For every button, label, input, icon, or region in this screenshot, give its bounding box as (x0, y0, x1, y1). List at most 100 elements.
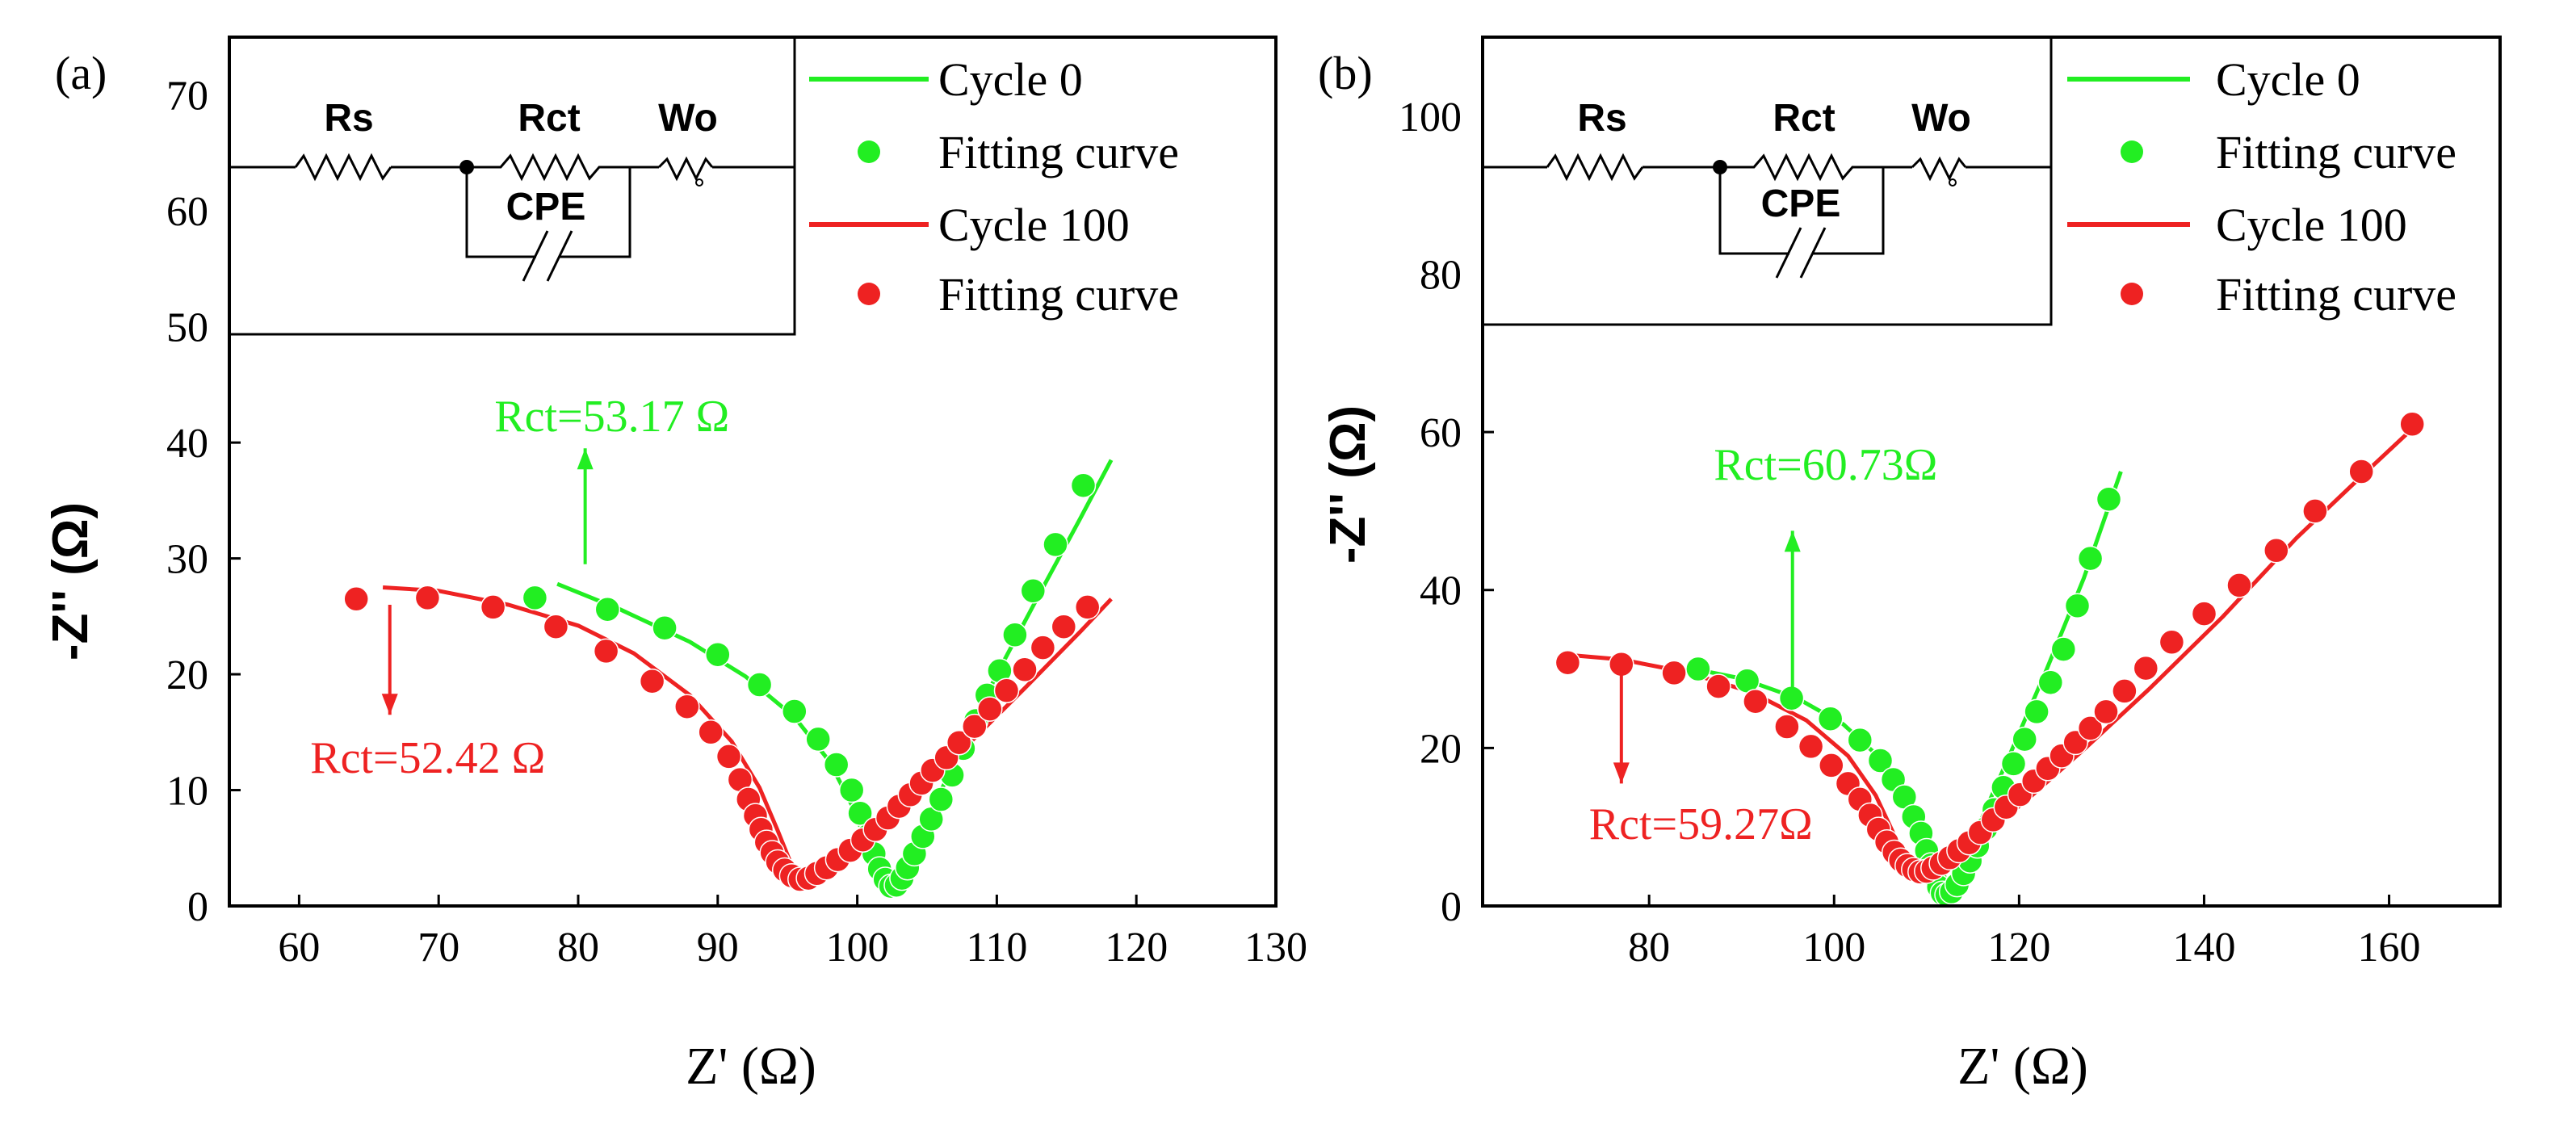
legend-marker-cycle100 (858, 283, 880, 305)
data-point-cycle100 (2191, 601, 2217, 627)
y-axis-title: -Z'' (Ω) (43, 502, 99, 660)
panel-a: (a) -Z'' (Ω) Z' (Ω) 60 70 80 90 100 110 120 130… (43, 36, 1307, 1096)
series-line-cycle100 (382, 585, 1113, 879)
data-point-cycle100 (946, 729, 972, 756)
data-point-cycle0 (805, 726, 831, 753)
rct-resistor (467, 153, 630, 182)
data-point-cycle100 (2159, 629, 2185, 656)
data-point-cycle100 (414, 585, 441, 611)
data-point-cycle0 (1020, 578, 1047, 604)
annotation-label: Rct=52.42 Ω (310, 733, 545, 783)
x-tick-label: 100 (1802, 925, 1865, 971)
data-point-cycle0 (847, 800, 873, 826)
x-axis-title: Z' (Ω) (1957, 1037, 2088, 1096)
legend-marker-cycle100 (2121, 283, 2143, 305)
data-point-cycle0 (2050, 636, 2077, 662)
data-point-cycle100 (593, 638, 619, 665)
data-point-cycle100 (993, 677, 1020, 703)
data-point-cycle100 (1819, 753, 1844, 778)
legend-label: Fitting curve (2216, 268, 2456, 321)
legend-label: Cycle 100 (2216, 199, 2407, 251)
y-tick-label: 40 (1420, 568, 1462, 614)
data-point-cycle100 (2399, 411, 2425, 438)
data-point-cycle100 (1798, 733, 1824, 760)
annotations: Rct=60.73Ω Rct=59.27Ω (1589, 440, 1938, 849)
x-tick-label: 160 (2358, 925, 2421, 971)
x-tick-label: 130 (1244, 925, 1307, 971)
wo-element (1911, 156, 1967, 182)
data-point-cycle100 (480, 594, 506, 620)
annotation-arrow-head (1613, 762, 1630, 784)
annotation-label: Rct=59.27Ω (1589, 799, 1813, 849)
circuit-box (1481, 36, 2053, 326)
rs-label: Rs (324, 97, 373, 140)
data-point-cycle100 (962, 713, 988, 740)
y-tick-label: 60 (166, 189, 208, 235)
data-point-cycle100 (1012, 656, 1038, 683)
x-tick-label: 100 (826, 925, 889, 971)
data-point-cycle100 (2226, 572, 2252, 598)
y-tick-label: 30 (166, 537, 208, 583)
y-tick-label: 40 (166, 421, 208, 467)
data-point-cycle0 (928, 786, 954, 812)
data-point-cycle0 (2037, 669, 2064, 695)
x-tick-label: 90 (697, 925, 739, 971)
cpe-branch (465, 167, 536, 258)
wo-label: Wo (658, 97, 718, 140)
annotation-label: Rct=60.73Ω (1714, 440, 1937, 490)
data-point-cycle100 (2133, 655, 2159, 681)
annotations: Rct=53.17 Ω Rct=52.42 Ω (310, 392, 729, 783)
data-point-cycle0 (782, 698, 808, 724)
legend-label: Fitting curve (2216, 126, 2456, 178)
data-point-cycle100 (674, 694, 700, 719)
rct-label: Rct (1773, 97, 1835, 140)
data-point-cycle0 (594, 596, 621, 623)
data-point-cycle0 (652, 614, 678, 641)
cpe-label: CPE (1761, 182, 1841, 225)
data-point-cycle100 (639, 668, 665, 694)
data-point-cycle0 (2024, 698, 2049, 725)
rct-resistor (1720, 153, 1883, 182)
legend-label: Cycle 100 (938, 199, 1130, 251)
x-tick-label: 140 (2172, 925, 2235, 971)
data-point-cycle0 (705, 641, 731, 668)
panel-label: (b) (1318, 47, 1373, 99)
legend-marker-cycle0 (858, 140, 880, 163)
data-point-cycle0 (2000, 751, 2027, 777)
data-point-cycle0 (1685, 656, 1711, 682)
rct-label: Rct (518, 97, 580, 140)
axis-ticks: 60 70 80 90 100 110 120 130 0 10 20 30 40 50 60 70 (166, 73, 1307, 971)
data-point-cycle100 (1661, 660, 1687, 686)
data-point-cycle0 (1817, 706, 1844, 732)
plot-data (1554, 411, 2425, 908)
wo-element (657, 156, 714, 182)
y-tick-label: 0 (1441, 884, 1462, 930)
data-point-cycle100 (1743, 688, 1768, 715)
legend: Cycle 0 Fitting curve Cycle 100 Fitting … (2067, 53, 2456, 321)
data-point-cycle100 (1030, 635, 1056, 660)
data-point-cycle100 (343, 586, 369, 612)
x-tick-label: 80 (1628, 925, 1670, 971)
data-point-cycle100 (2112, 678, 2138, 704)
data-point-cycle0 (746, 672, 773, 698)
y-tick-label: 10 (166, 769, 208, 815)
data-point-cycle100 (698, 719, 724, 745)
data-point-cycle100 (977, 696, 1003, 722)
circuit-inset: Rs Rct Wo CPE (228, 36, 796, 336)
data-point-cycle100 (2093, 698, 2119, 725)
cpe-branch (1718, 167, 1789, 255)
data-point-cycle0 (2077, 545, 2104, 572)
rs-resistor (1546, 153, 1644, 182)
legend-label: Fitting curve (938, 268, 1179, 321)
x-tick-label: 110 (966, 925, 1027, 971)
x-axis-title: Z' (Ω) (686, 1037, 816, 1096)
data-point-cycle0 (1043, 531, 1068, 558)
data-point-cycle0 (2012, 726, 2037, 753)
y-tick-label: 100 (1399, 94, 1462, 140)
y-tick-label: 60 (1420, 410, 1462, 456)
data-point-cycle100 (2302, 498, 2328, 524)
legend-label: Fitting curve (938, 126, 1179, 178)
y-tick-label: 70 (166, 73, 208, 120)
x-tick-label: 80 (557, 925, 599, 971)
